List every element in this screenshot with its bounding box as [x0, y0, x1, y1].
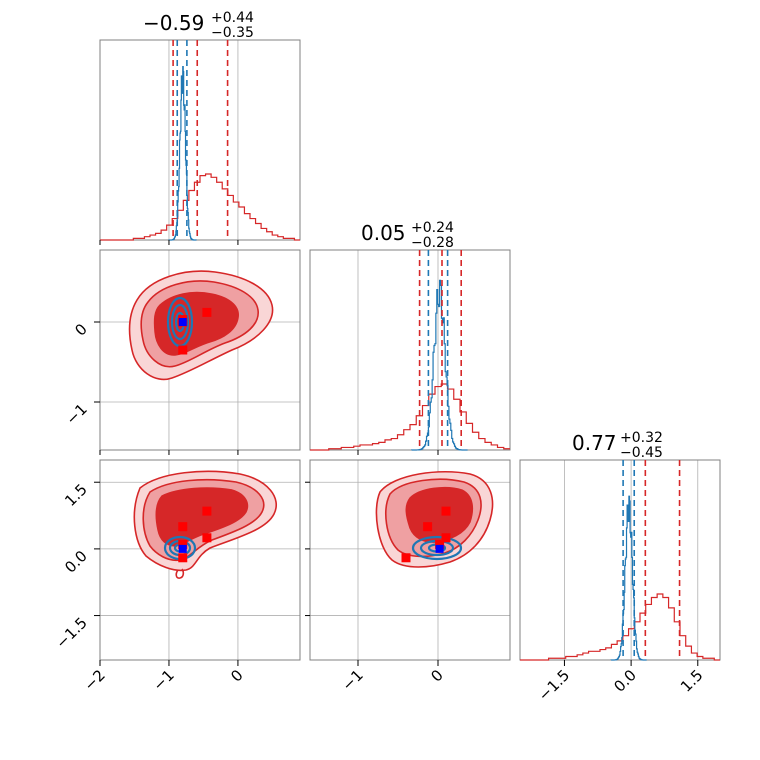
contour-inner — [405, 486, 474, 543]
title-p1-plus: +0.44 — [211, 10, 254, 26]
marker-square — [202, 307, 212, 317]
histogram-posterior-p1 — [100, 173, 300, 241]
marker-square — [178, 539, 188, 549]
truth-marker — [178, 318, 187, 326]
title-p1: −0.59 — [143, 11, 204, 35]
panel-frame — [99, 459, 301, 661]
histograms — [100, 40, 720, 661]
title-p2-median: 0.05 — [361, 221, 406, 245]
reference-contour-p1-p2-mid — [170, 303, 190, 341]
marker-square — [178, 522, 188, 532]
marker-square — [202, 506, 212, 516]
marker-square — [435, 539, 445, 549]
y-tick-label-p3: −1.5 — [52, 614, 90, 652]
panel-frame — [309, 459, 511, 661]
title-p1-minus: −0.35 — [211, 25, 254, 41]
marker-square — [401, 553, 411, 563]
panel-p1-p1 — [99, 39, 301, 241]
histogram-posterior-p2 — [310, 383, 510, 451]
title-p2-plus: +0.24 — [411, 220, 454, 236]
reference-contour-p2-p3-outer — [411, 535, 463, 561]
x-tick-label-p1: −2 — [80, 666, 108, 694]
marker-square — [441, 533, 451, 543]
marker-square — [202, 533, 212, 543]
x-tick-label-p2: 0 — [427, 666, 446, 685]
markers — [178, 307, 451, 563]
x-tick-label-p3: −1.5 — [535, 666, 573, 704]
x-tick-label-p3: 0.0 — [610, 666, 640, 696]
titles: −0.59 +0.44 −0.35 0.05 +0.24 −0.28 0.77 … — [143, 10, 663, 461]
truth-marker — [178, 544, 187, 553]
x-tick-label-p3: 1.5 — [677, 666, 707, 696]
y-tick-label-p2: 0 — [71, 320, 90, 339]
histogram-reference-p3 — [610, 495, 647, 661]
panel-frame — [99, 249, 301, 451]
contour-tail — [175, 568, 185, 579]
y-tick-label-p2: −1 — [62, 400, 90, 428]
title-p2: 0.05 — [361, 221, 406, 245]
histogram-reference-p1 — [168, 65, 197, 241]
panel-frame — [519, 459, 721, 661]
grid-lines — [99, 39, 721, 661]
title-p3-median: 0.77 — [572, 431, 617, 455]
x-tick-label-p2: −1 — [338, 666, 366, 694]
title-p3-plus: +0.32 — [620, 430, 663, 446]
contour-p2-p3 — [375, 471, 494, 568]
title-p1-median: −0.59 — [143, 11, 204, 35]
marker-square — [441, 506, 451, 516]
panel-frame — [309, 249, 511, 451]
panel-p3-p3 — [519, 459, 721, 661]
title-p3-minus: −0.45 — [620, 445, 663, 461]
histogram-reference-p2 — [411, 279, 468, 451]
x-tick-label-p1: 0 — [227, 666, 246, 685]
panel-frame — [99, 39, 301, 241]
marker-square — [178, 553, 188, 563]
histogram-posterior-p3 — [520, 593, 720, 661]
marker-square — [423, 522, 433, 532]
marker-square — [178, 345, 188, 355]
y-tick-label-p3: 1.5 — [61, 480, 91, 510]
y-tick-label-p3: 0.0 — [61, 547, 91, 577]
title-p3: 0.77 — [572, 431, 617, 455]
panels — [99, 39, 721, 661]
title-p2-minus: −0.28 — [411, 235, 454, 251]
truth-marker — [435, 544, 444, 553]
panel-p2-p2 — [309, 249, 511, 451]
x-tick-label-p1: −1 — [149, 666, 177, 694]
